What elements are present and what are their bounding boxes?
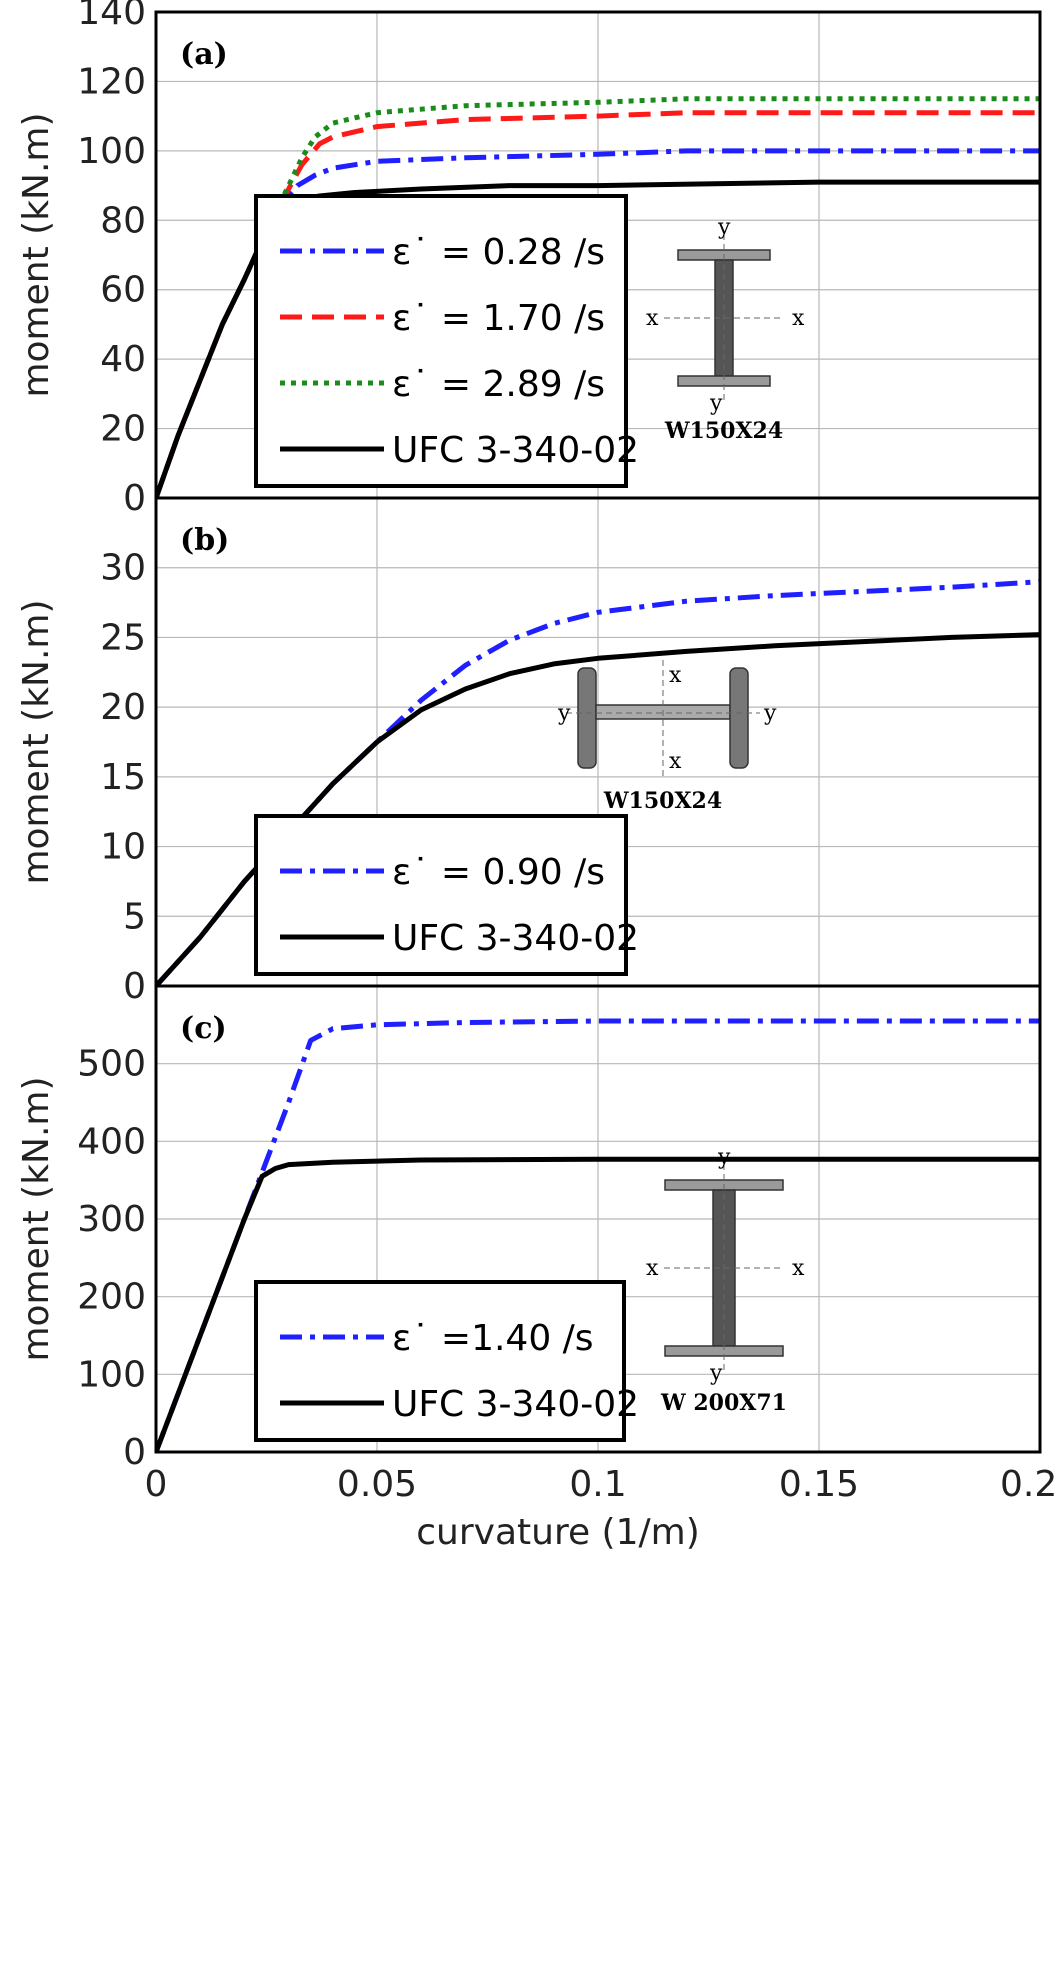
section-axis-label: y — [709, 391, 723, 416]
legend-label: UFC 3-340-02 — [392, 430, 639, 471]
y-tick-label: 0 — [123, 1432, 146, 1473]
y-tick-label: 0 — [123, 478, 146, 519]
y-tick-label: 200 — [77, 1277, 146, 1318]
y-tick-label: 10 — [100, 827, 146, 868]
section-axis-label: x — [669, 749, 682, 774]
legend-label: UFC 3-340-02 — [392, 918, 639, 959]
y-tick-label: 120 — [77, 61, 146, 102]
y-axis-label: moment (kN.m) — [16, 1076, 57, 1361]
legend-box — [254, 194, 628, 488]
x-axis-label: curvature (1/m) — [416, 1512, 700, 1553]
y-tick-label: 100 — [77, 1354, 146, 1395]
series-line-2 — [156, 110, 1040, 498]
chart-panel-3: 0 100 200 300 400 500 moment (kN.m) 0 0.05 0.1 0.1… — [16, 984, 1057, 1553]
y-tick-label: 80 — [100, 200, 146, 241]
y-tick-label: 20 — [100, 687, 146, 728]
y-tick-label: 140 — [77, 0, 146, 33]
legend-label: ε˙ = 1.70 /s — [392, 298, 605, 339]
legend: ε˙ = 0.90 /s UFC 3-340-02 — [254, 814, 639, 976]
section-axis-label: y — [717, 215, 731, 240]
section-caption: W 200X71 — [660, 1390, 787, 1416]
panel-label: (a) — [180, 37, 228, 72]
legend-label: UFC 3-340-02 — [392, 1384, 639, 1425]
y-tick-label: 15 — [100, 757, 146, 798]
section-left-flange — [577, 667, 597, 769]
y-axis-label: moment (kN.m) — [16, 599, 57, 884]
legend-label: ε˙ = 0.28 /s — [392, 232, 605, 273]
y-tick-label: 500 — [77, 1044, 146, 1085]
y-tick-label: 30 — [100, 548, 146, 589]
series-line-2 — [156, 1156, 1040, 1452]
section-axis-label: y — [709, 1361, 723, 1386]
section-axis-label: x — [792, 306, 805, 331]
legend: ε˙ = 0.28 /s ε˙ = 1.70 /s ε˙ = 2.89 /s UFC … — [254, 194, 639, 488]
section-axis-label: y — [557, 701, 571, 726]
section-axis-label: x — [669, 663, 682, 688]
y-tick-label: 300 — [77, 1199, 146, 1240]
legend-box — [254, 814, 628, 976]
y-tick-label: 60 — [100, 270, 146, 311]
y-tick-label: 5 — [123, 896, 146, 937]
section-inset: x x y y W150X24 — [557, 660, 777, 814]
legend-box — [254, 1280, 626, 1442]
panel-label: (c) — [180, 1011, 227, 1046]
section-right-flange — [729, 667, 749, 769]
x-tick-label: 0 — [145, 1464, 168, 1505]
legend-label: ε˙ = 2.89 /s — [392, 364, 605, 405]
chart-panel-1: 0 20 40 60 80 100 120 140 moment (kN.m) (a) ε˙ = 0… — [16, 0, 1042, 519]
section-axis-label: y — [717, 1145, 731, 1170]
section-caption: W150X24 — [603, 788, 722, 814]
section-inset: y y x x W 200X71 — [646, 1145, 805, 1416]
section-inset: y y x x W150X24 — [646, 215, 805, 444]
y-axis-label: moment (kN.m) — [16, 112, 57, 397]
x-tick-label: 0.05 — [337, 1464, 417, 1505]
y-tick-label: 400 — [77, 1121, 146, 1162]
section-axis-label: x — [646, 306, 659, 331]
plot-frame — [154, 984, 1042, 1454]
y-tick-label: 100 — [77, 131, 146, 172]
legend-label: ε˙ =1.40 /s — [392, 1318, 594, 1359]
x-tick-label: 0.2 — [1000, 1464, 1057, 1505]
x-tick-label: 0.1 — [569, 1464, 626, 1505]
y-tick-label: 40 — [100, 339, 146, 380]
section-caption: W150X24 — [664, 418, 783, 444]
legend-label: ε˙ = 0.90 /s — [392, 852, 605, 893]
legend: ε˙ =1.40 /s UFC 3-340-02 — [254, 1280, 639, 1442]
y-tick-label: 20 — [100, 409, 146, 450]
y-tick-label: 25 — [100, 617, 146, 658]
section-axis-label: y — [763, 701, 777, 726]
chart-panel-2: 0 5 10 15 20 25 30 moment (kN.m) (b) ε˙ = 0.90 /s… — [16, 496, 1042, 1007]
section-axis-label: x — [646, 1256, 659, 1281]
y-tick-label: 0 — [123, 966, 146, 1007]
x-tick-label: 0.15 — [779, 1464, 859, 1505]
panel-label: (b) — [180, 523, 229, 558]
section-axis-label: x — [792, 1256, 805, 1281]
series-line-1 — [156, 148, 1040, 498]
